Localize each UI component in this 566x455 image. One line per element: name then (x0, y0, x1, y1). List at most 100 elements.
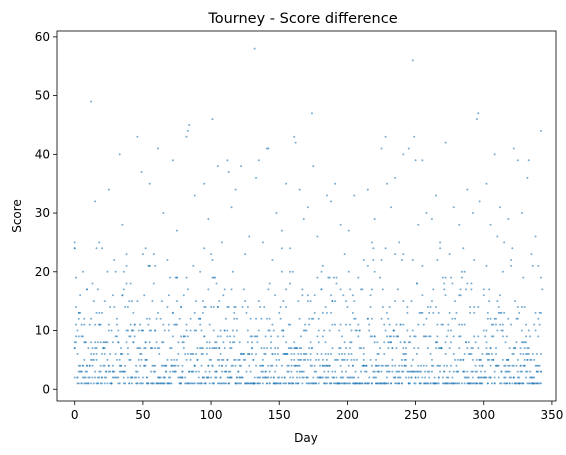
data-point (537, 335, 540, 338)
data-point (167, 329, 170, 332)
data-point (527, 353, 530, 356)
x-tick-label: 250 (404, 408, 427, 422)
data-point (163, 376, 166, 379)
data-point (125, 264, 128, 267)
data-point (475, 358, 478, 361)
data-point (199, 323, 202, 326)
data-point (448, 311, 451, 314)
data-point (463, 370, 466, 373)
data-point (220, 241, 223, 244)
data-point (443, 364, 446, 367)
data-point (391, 358, 394, 361)
data-point (410, 376, 413, 379)
data-point (527, 347, 530, 350)
data-point (417, 364, 420, 367)
data-point (308, 323, 311, 326)
data-point (439, 247, 442, 250)
data-point (405, 376, 408, 379)
data-point (106, 270, 109, 273)
data-point (152, 253, 155, 256)
data-point (177, 364, 180, 367)
data-point (193, 311, 196, 314)
data-point (522, 382, 525, 385)
data-point (467, 353, 470, 356)
data-point (156, 311, 159, 314)
data-point (95, 358, 98, 361)
data-point (100, 376, 103, 379)
data-point (159, 376, 162, 379)
data-point (114, 353, 117, 356)
data-point (302, 358, 305, 361)
data-point (211, 364, 214, 367)
data-point (94, 200, 97, 203)
data-point (324, 353, 327, 356)
data-point (489, 223, 492, 226)
data-point (267, 364, 270, 367)
data-point (339, 223, 342, 226)
data-point (103, 364, 106, 367)
data-point (250, 382, 253, 385)
data-point (77, 382, 80, 385)
data-point (402, 370, 405, 373)
data-point (345, 323, 348, 326)
data-point (159, 317, 162, 320)
data-point (154, 370, 157, 373)
data-point (133, 335, 136, 338)
data-point (75, 341, 78, 344)
data-point (475, 370, 478, 373)
data-point (145, 358, 148, 361)
data-point (268, 329, 271, 332)
data-point (285, 182, 288, 185)
data-point (395, 323, 398, 326)
data-point (235, 329, 238, 332)
data-point (372, 259, 375, 262)
data-point (234, 364, 237, 367)
data-point (541, 288, 544, 291)
data-point (334, 182, 337, 185)
x-tick-label: 200 (336, 408, 359, 422)
data-point (169, 276, 172, 279)
data-point (396, 288, 399, 291)
data-point (342, 376, 345, 379)
data-point (316, 353, 319, 356)
data-point (531, 376, 534, 379)
data-point (185, 329, 188, 332)
data-point (100, 247, 103, 250)
data-point (304, 358, 307, 361)
data-point (459, 335, 462, 338)
data-point (223, 329, 226, 332)
data-point (255, 353, 258, 356)
data-point (309, 358, 312, 361)
data-point (196, 358, 199, 361)
data-point (458, 347, 461, 350)
data-point (212, 382, 215, 385)
data-point (204, 370, 207, 373)
data-point (211, 259, 214, 262)
data-point (100, 311, 103, 314)
data-point (285, 288, 288, 291)
data-point (370, 241, 373, 244)
data-point (400, 358, 403, 361)
data-point (218, 347, 221, 350)
data-point (222, 358, 225, 361)
data-point (300, 358, 303, 361)
data-point (246, 382, 249, 385)
data-point (328, 364, 331, 367)
data-point (527, 382, 530, 385)
data-point (490, 382, 493, 385)
data-point (377, 353, 380, 356)
data-point (398, 382, 401, 385)
data-point (81, 270, 84, 273)
data-point (383, 382, 386, 385)
data-point (208, 323, 211, 326)
data-point (312, 376, 315, 379)
data-point (193, 364, 196, 367)
data-point (294, 382, 297, 385)
data-point (270, 376, 273, 379)
data-point (531, 264, 534, 267)
data-point (91, 347, 94, 350)
data-point (334, 370, 337, 373)
data-point (343, 358, 346, 361)
data-point (357, 376, 360, 379)
data-point (343, 341, 346, 344)
